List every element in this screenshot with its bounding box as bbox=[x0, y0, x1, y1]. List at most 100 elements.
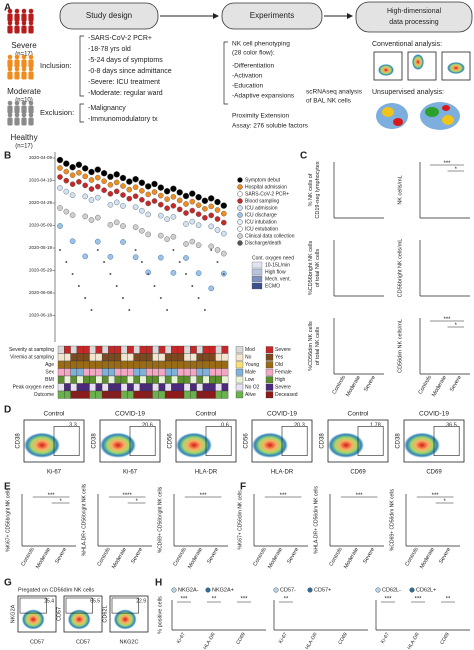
heat-cell bbox=[190, 360, 197, 369]
person-icon bbox=[14, 117, 20, 126]
heat-cell bbox=[89, 360, 96, 369]
sig-stars: *** bbox=[384, 597, 392, 603]
density bbox=[404, 432, 440, 458]
label: CD56 bbox=[168, 433, 174, 449]
event-dot bbox=[113, 171, 120, 178]
heat-cell bbox=[127, 345, 134, 354]
panel-label: H bbox=[155, 578, 162, 589]
heat-cell bbox=[146, 390, 153, 399]
heat-cell bbox=[95, 390, 103, 399]
event-dot bbox=[69, 172, 76, 178]
event-dot bbox=[109, 273, 112, 275]
label: CD69 bbox=[426, 470, 442, 476]
flow-plot bbox=[23, 419, 85, 463]
label: Controls bbox=[20, 547, 36, 568]
label: of total NK cells bbox=[315, 327, 321, 365]
event-dot bbox=[128, 309, 131, 311]
label: Moderate bbox=[267, 547, 284, 570]
label: -0-8 days since admittance bbox=[88, 68, 172, 75]
person-icon bbox=[28, 71, 34, 80]
label: -Moderate: regular ward bbox=[88, 90, 163, 97]
event-dot bbox=[113, 188, 120, 195]
heat-cell bbox=[108, 375, 115, 384]
person-icon bbox=[28, 54, 34, 60]
heat-cell bbox=[57, 390, 65, 399]
heat-cell bbox=[76, 360, 84, 369]
legend-label: SARS-CoV-2 PCR+ bbox=[245, 191, 289, 197]
flow-plot bbox=[99, 419, 161, 463]
label: Controls bbox=[418, 375, 434, 396]
label: Pregated on CD56dim NK cells bbox=[18, 587, 94, 593]
panel-label: F bbox=[240, 482, 246, 493]
person-icon bbox=[14, 66, 20, 72]
event-dot bbox=[202, 205, 208, 212]
event-dot bbox=[195, 242, 202, 248]
heat-cell bbox=[64, 368, 71, 377]
heat-cell bbox=[221, 353, 229, 362]
legend-swatch bbox=[235, 376, 244, 384]
event-dot bbox=[69, 163, 76, 171]
legend-label: Yes bbox=[275, 355, 284, 361]
label: Study design bbox=[86, 11, 132, 20]
event-dot bbox=[203, 309, 206, 311]
label: Ki-67 bbox=[176, 631, 187, 644]
label: CD69 bbox=[439, 631, 451, 645]
event-dot bbox=[57, 165, 63, 171]
legend-swatch bbox=[265, 361, 274, 369]
label: NK cells/mL bbox=[397, 175, 403, 204]
event-dot bbox=[88, 177, 95, 183]
heat-cell bbox=[171, 353, 178, 362]
label: Moderate bbox=[35, 547, 52, 570]
heat-cell bbox=[202, 383, 210, 392]
event-dot bbox=[170, 185, 177, 193]
heat-cell bbox=[183, 368, 191, 377]
sig-stars: * bbox=[443, 499, 446, 505]
event-dot bbox=[138, 179, 146, 187]
person-icon bbox=[14, 13, 20, 22]
event-dot bbox=[195, 270, 202, 277]
label: HLA-DR bbox=[195, 470, 218, 476]
label: Controls bbox=[332, 375, 348, 396]
label: Ki-67 bbox=[278, 631, 289, 644]
event-dot bbox=[88, 217, 95, 223]
event-dot bbox=[189, 207, 196, 214]
event-dot bbox=[57, 174, 63, 180]
label: Severe bbox=[206, 547, 220, 565]
heat-cell bbox=[215, 345, 222, 354]
heat-cell bbox=[177, 375, 185, 384]
conventional-plots bbox=[373, 51, 471, 81]
event-dot bbox=[157, 192, 164, 199]
person-icon bbox=[21, 100, 27, 106]
event-dot bbox=[82, 173, 88, 180]
heat-cell bbox=[146, 360, 153, 369]
bracket bbox=[79, 35, 84, 97]
event-dot bbox=[75, 161, 83, 169]
sig-stars: *** bbox=[280, 493, 288, 499]
heat-cell bbox=[127, 368, 134, 377]
label: Exclusion: bbox=[40, 108, 74, 117]
legend-swatch bbox=[265, 383, 274, 391]
heat-cell bbox=[177, 368, 185, 377]
label: %CD56bright NK cells bbox=[308, 241, 314, 296]
event-dot bbox=[170, 213, 177, 220]
heat-cell bbox=[177, 345, 185, 354]
event-dot bbox=[82, 213, 88, 220]
event-dot bbox=[120, 183, 126, 189]
heat-cell bbox=[95, 360, 103, 369]
label: Moderate bbox=[187, 547, 204, 570]
label: Control bbox=[348, 411, 370, 418]
label: COVID-19 bbox=[419, 411, 449, 418]
legend-swatch bbox=[307, 587, 313, 593]
event-dot bbox=[88, 186, 95, 192]
heat-cell bbox=[127, 383, 134, 392]
label: %HLA-DR+ CD56bright NK cells bbox=[81, 483, 87, 556]
legend-swatch bbox=[251, 268, 263, 276]
heat-cell bbox=[190, 353, 197, 362]
legend-swatch bbox=[273, 587, 279, 593]
heat-cell bbox=[114, 375, 122, 384]
heat-cell bbox=[146, 368, 153, 377]
heat-cell bbox=[70, 345, 78, 354]
heat-cell bbox=[139, 353, 147, 362]
event-dot bbox=[145, 191, 151, 198]
event-dot bbox=[183, 210, 189, 216]
